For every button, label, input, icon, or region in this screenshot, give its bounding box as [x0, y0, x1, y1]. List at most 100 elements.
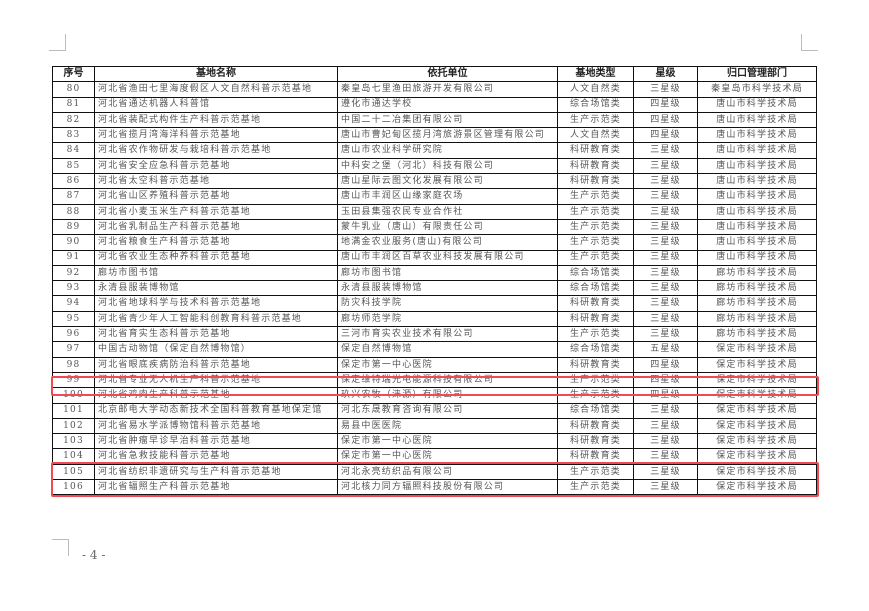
table-row: 101 北京邮电大学动态新技术全国科普教育基地保定馆 河北东晟教育咨询有限公司 综合场… [52, 402, 817, 419]
header-managing-dept: 归口管理部门 [697, 65, 817, 83]
cell-host-unit: 中科安之堡（河北）科技有限公司 [337, 157, 558, 175]
cell-host-unit: 保定市第一中心医院 [337, 433, 558, 450]
cell-managing-dept: 廊坊市科学技术局 [697, 326, 817, 343]
cell-host-unit: 蒙牛乳业（唐山）有限责任公司 [337, 218, 558, 236]
cell-star-level: 三星级 [633, 264, 698, 282]
cell-managing-dept: 廊坊市科学技术局 [697, 295, 817, 312]
cell-host-unit: 防灾科技学院 [337, 295, 558, 312]
cell-star-level: 三星级 [633, 448, 698, 465]
cell-star-level: 三星级 [633, 433, 698, 450]
cell-star-level: 三星级 [633, 234, 698, 251]
crop-mark-top-right [801, 34, 818, 51]
table-row: 83 河北省揽月湾海洋科普示范基地 唐山市曹妃甸区揽月湾旅游景区管理有限公司 人文自然… [52, 127, 817, 144]
cell-base-name: 河北省专业无人机生产科普示范基地 [94, 371, 338, 389]
cell-managing-dept: 唐山市科学技术局 [697, 142, 817, 159]
cell-base-name: 中国古动物馆（保定自然博物馆） [94, 341, 338, 358]
cell-base-type: 科研教育类 [557, 417, 634, 435]
header-base-name: 基地名称 [94, 65, 338, 83]
cell-managing-dept: 唐山市科学技术局 [697, 96, 817, 113]
cell-base-type: 生产示范类 [557, 203, 634, 220]
cell-serial: 86 [52, 173, 95, 190]
base-list-table: 序号 基地名称 依托单位 基地类型 星级 归口管理部门 80 河北省渔田七里海度假区人文自然… [52, 65, 817, 496]
cell-base-name: 北京邮电大学动态新技术全国科普教育基地保定馆 [94, 402, 338, 419]
cell-serial: 82 [52, 111, 95, 129]
cell-base-name: 河北省山区养殖科普示范基地 [94, 188, 338, 205]
table-row: 103 河北省肿瘤早诊早治科普示范基地 保定市第一中心医院 科研教育类 三星级 保定市科学… [52, 433, 817, 450]
table-row: 82 河北省装配式构件生产科普示范基地 中国二十二冶集团有限公司 生产示范类 四星级 唐山… [52, 111, 817, 129]
cell-host-unit: 廊坊师范学院 [337, 310, 558, 328]
cell-managing-dept: 廊坊市科学技术局 [697, 280, 817, 297]
cell-base-type: 人文自然类 [557, 81, 634, 98]
cell-base-name: 河北省粮食生产科普示范基地 [94, 234, 338, 251]
cell-base-name: 河北省地球科学与技术科普示范基地 [94, 295, 338, 312]
cell-base-type: 生产示范类 [557, 387, 634, 404]
cell-star-level: 三星级 [633, 173, 698, 190]
cell-base-name: 河北省揽月湾海洋科普示范基地 [94, 127, 338, 144]
cell-host-unit: 保定市第一中心医院 [337, 356, 558, 373]
cell-star-level: 三星级 [633, 188, 698, 205]
cell-host-unit: 中国二十二冶集团有限公司 [337, 111, 558, 129]
table-row: 92 廊坊市图书馆 廊坊市图书馆 综合场馆类 三星级 廊坊市科学技术局 [52, 264, 817, 282]
cell-base-name: 廊坊市图书馆 [94, 264, 338, 282]
cell-serial: 90 [52, 234, 95, 251]
cell-host-unit: 遵化市通达学校 [337, 96, 558, 113]
table-row: 91 河北省农业生态种养科普示范基地 唐山市丰润区百草农业科技发展有限公司 生产示范类… [52, 249, 817, 266]
cell-star-level: 三星级 [633, 295, 698, 312]
cell-base-type: 科研教育类 [557, 295, 634, 312]
cell-base-type: 生产示范类 [557, 371, 634, 389]
cell-serial: 85 [52, 157, 95, 175]
cell-managing-dept: 唐山市科学技术局 [697, 249, 817, 266]
cell-serial: 97 [52, 341, 95, 358]
cell-serial: 98 [52, 356, 95, 373]
cell-host-unit: 秦皇岛七里渔田旅游开发有限公司 [337, 81, 558, 98]
cell-star-level: 三星级 [633, 280, 698, 297]
cell-base-type: 科研教育类 [557, 142, 634, 159]
cell-host-unit: 易县中医医院 [337, 417, 558, 435]
table-row: 102 河北省易水学派博物馆科普示范基地 易县中医医院 科研教育类 三星级 保定市科学技术… [52, 417, 817, 435]
cell-serial: 91 [52, 249, 95, 266]
cell-base-type: 生产示范类 [557, 111, 634, 129]
cell-base-name: 河北省渔田七里海度假区人文自然科普示范基地 [94, 81, 338, 98]
cell-base-type: 科研教育类 [557, 310, 634, 328]
cell-serial: 95 [52, 310, 95, 328]
cell-serial: 80 [52, 81, 95, 98]
cell-serial: 100 [52, 387, 95, 404]
cell-serial: 88 [52, 203, 95, 220]
table-header-row: 序号 基地名称 依托单位 基地类型 星级 归口管理部门 [52, 65, 817, 83]
table-row: 104 河北省急救技能科普示范基地 保定市第一中心医院 科研教育类 三星级 保定市科学技术… [52, 448, 817, 465]
table-row: 86 河北省太空科普示范基地 唐山星际云图文化发展有限公司 科研教育类 三星级 唐山市科学… [52, 173, 817, 190]
cell-base-name: 永清县服装博物馆 [94, 280, 338, 297]
table-row: 87 河北省山区养殖科普示范基地 唐山市丰润区山缘家庭农场 生产示范类 三星级 唐山市科学… [52, 188, 817, 205]
cell-managing-dept: 唐山市科学技术局 [697, 173, 817, 190]
cell-star-level: 四星级 [633, 356, 698, 373]
cell-serial: 84 [52, 142, 95, 159]
table-row: 94 河北省地球科学与技术科普示范基地 防灾科技学院 科研教育类 三星级 廊坊市科学技术局 [52, 295, 817, 312]
cell-host-unit: 唐山星际云图文化发展有限公司 [337, 173, 558, 190]
cell-serial: 99 [52, 371, 95, 389]
cell-managing-dept: 唐山市科学技术局 [697, 218, 817, 236]
cell-star-level: 三星级 [633, 218, 698, 236]
cell-serial: 81 [52, 96, 95, 113]
table-row: 93 永清县服装博物馆 永清县服装博物馆 综合场馆类 三星级 廊坊市科学技术局 [52, 280, 817, 297]
table-row: 84 河北省农作物研发与栽培科普示范基地 唐山市农业科学研究院 科研教育类 三星级 唐山市… [52, 142, 817, 159]
cell-managing-dept: 保定市科学技术局 [697, 417, 817, 435]
cell-managing-dept: 唐山市科学技术局 [697, 127, 817, 144]
cell-star-level: 三星级 [633, 402, 698, 419]
cell-base-type: 生产示范类 [557, 479, 634, 496]
table-row: 96 河北省育实生态科普示范基地 三河市育实农业技术有限公司 生产示范类 三星级 廊坊市科… [52, 326, 817, 343]
header-host-unit: 依托单位 [337, 65, 558, 83]
cell-base-type: 科研教育类 [557, 157, 634, 175]
cell-host-unit: 玉田县集强农民专业合作社 [337, 203, 558, 220]
cell-host-unit: 保定市第一中心医院 [337, 448, 558, 465]
cell-managing-dept: 保定市科学技术局 [697, 448, 817, 465]
cell-base-name: 河北省易水学派博物馆科普示范基地 [94, 417, 338, 435]
header-star-level: 星级 [633, 65, 698, 83]
table-row: 90 河北省粮食生产科普示范基地 地满金农业服务(唐山)有限公司 生产示范类 三星级 唐山… [52, 234, 817, 251]
cell-managing-dept: 保定市科学技术局 [697, 463, 817, 481]
cell-star-level: 三星级 [633, 479, 698, 496]
cell-base-name: 河北省辐照生产科普示范基地 [94, 479, 338, 496]
cell-base-name: 河北省鸡肉生产科普示范基地 [94, 387, 338, 404]
cell-star-level: 四星级 [633, 371, 698, 389]
cell-host-unit: 唐山市曹妃甸区揽月湾旅游景区管理有限公司 [337, 127, 558, 144]
table-row: 89 河北省乳制品生产科普示范基地 蒙牛乳业（唐山）有限责任公司 生产示范类 三星级 唐山… [52, 218, 817, 236]
